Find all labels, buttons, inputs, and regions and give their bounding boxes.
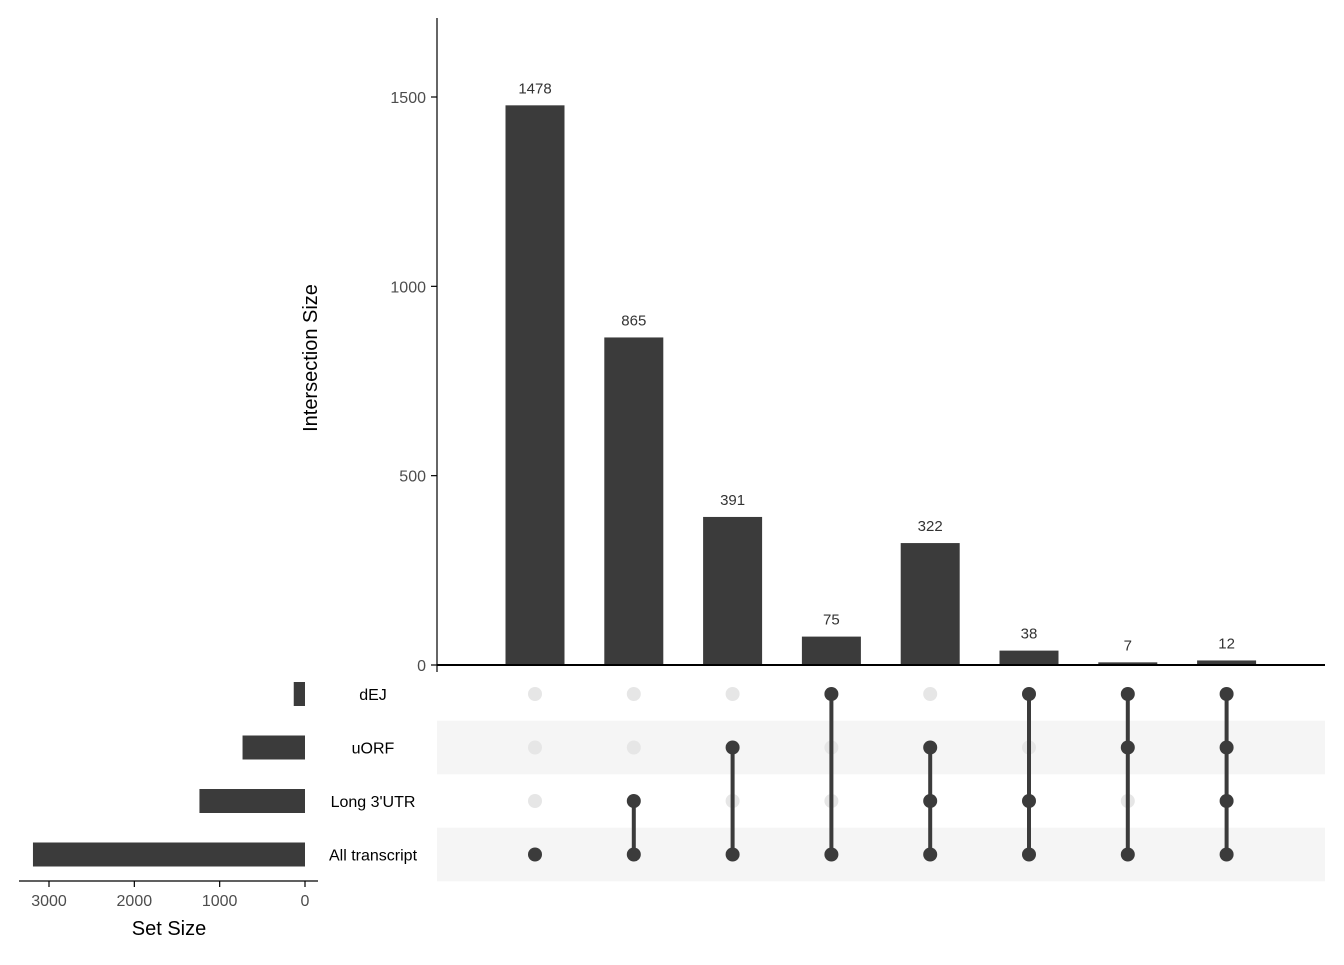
matrix-dot-active <box>626 794 641 808</box>
matrix-dot-inactive <box>528 687 542 701</box>
matrix-row-stripe <box>437 827 1325 882</box>
set-size-bar <box>199 789 305 813</box>
matrix-dot-active <box>824 687 839 701</box>
matrix-stripes <box>437 720 1325 882</box>
intersection-bar <box>703 516 763 665</box>
matrix-dot-inactive <box>528 794 542 808</box>
set-size-axis: 3000 2000 1000 0 <box>19 880 318 910</box>
bar-value-label: 38 <box>1021 626 1038 643</box>
matrix-dot-inactive <box>626 740 641 755</box>
matrix-dot-inactive <box>528 740 542 755</box>
set-label: All transcript <box>329 848 418 865</box>
intersection-size-axis-title: Intersection Size <box>300 284 322 432</box>
set-label: dEJ <box>359 687 387 704</box>
bar-value-label: 865 <box>621 312 646 329</box>
matrix-dot-active <box>1120 687 1135 701</box>
bar-value-label: 1478 <box>518 80 551 97</box>
matrix-dot-active <box>1022 847 1036 862</box>
set-size-bar <box>32 842 305 867</box>
set-size-bar <box>242 735 305 760</box>
matrix-dot-active <box>1120 740 1135 755</box>
set-labels: dEJ uORF Long 3'UTR All transcript <box>329 687 418 865</box>
y-tick-label: 500 <box>399 469 426 486</box>
matrix-dot-inactive <box>923 687 938 701</box>
matrix-dot-active <box>923 740 938 755</box>
intersection-bar <box>801 636 861 665</box>
bar-value-label: 75 <box>823 612 840 629</box>
set-size-tick-label: 2000 <box>117 893 153 910</box>
y-tick-label: 1000 <box>390 279 426 296</box>
y-tick-label: 0 <box>417 658 426 675</box>
bar-value-label: 7 <box>1124 637 1132 654</box>
intersection-bar <box>1098 662 1158 665</box>
intersection-bar <box>999 650 1059 665</box>
bar-value-label: 391 <box>720 492 745 509</box>
matrix-dot-active <box>1120 847 1135 862</box>
matrix-dot-active <box>725 847 740 862</box>
set-label: Long 3'UTR <box>331 794 416 811</box>
set-size-bar <box>293 682 305 706</box>
intersection-bars: 1478 865 391 75 322 38 7 12 <box>437 80 1325 666</box>
matrix-dot-active <box>1219 847 1234 862</box>
matrix-dot-active <box>1219 740 1234 755</box>
matrix-dot-active <box>528 847 542 862</box>
matrix-dot-active <box>1022 794 1036 808</box>
matrix-dot-active <box>1022 687 1036 701</box>
y-tick-label: 1500 <box>390 90 426 107</box>
intersection-bar <box>900 543 960 665</box>
bar-value-label: 322 <box>918 518 943 535</box>
matrix-dot-active <box>824 847 839 862</box>
intersection-bar <box>604 337 664 665</box>
matrix-dot-active <box>923 794 938 808</box>
matrix-dot-inactive <box>626 687 641 701</box>
matrix-dot-active <box>725 740 740 755</box>
set-size-tick-label: 3000 <box>31 893 67 910</box>
matrix-row-stripe <box>437 720 1325 775</box>
membership-matrix <box>528 687 1234 862</box>
set-label: uORF <box>352 741 395 758</box>
intersection-bar <box>505 105 565 665</box>
intersection-bar <box>1197 660 1257 665</box>
matrix-dot-active <box>626 847 641 862</box>
matrix-dot-active <box>923 847 938 862</box>
matrix-dot-active <box>1219 687 1234 701</box>
intersection-size-axis: 0 500 1000 1500 <box>390 18 438 675</box>
matrix-dot-inactive <box>725 687 740 701</box>
set-size-bars <box>32 682 305 867</box>
bar-value-label: 12 <box>1218 635 1235 652</box>
set-size-tick-label: 0 <box>301 893 310 910</box>
matrix-dot-active <box>1219 794 1234 808</box>
set-size-tick-label: 1000 <box>202 893 238 910</box>
set-size-axis-title: Set Size <box>132 918 206 940</box>
